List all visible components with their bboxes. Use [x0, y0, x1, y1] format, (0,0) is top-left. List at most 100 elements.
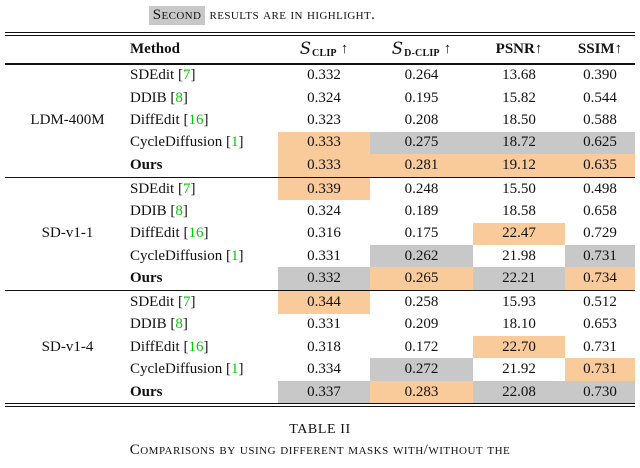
metric-cell: 0.653 [583, 316, 617, 333]
metric-cell: 0.275 [370, 131, 473, 155]
citation-link[interactable]: 7 [182, 180, 191, 197]
citation-link[interactable]: 1 [230, 361, 239, 378]
metric-cell: 0.512 [583, 293, 617, 310]
metric-cell: 0.339 [278, 177, 370, 201]
method-cell: Ours [130, 381, 278, 403]
metric-cell: 0.324 [307, 89, 341, 106]
metric-cell: 0.498 [583, 180, 617, 197]
caption-highlight-word: Second [148, 6, 206, 25]
metric-cell: 15.82 [502, 89, 536, 106]
table-header-row: Method S CLIP ↑ S D-CLIP ↑ PSNR↑ SSIM↑ [5, 36, 635, 63]
citation-link[interactable]: 16 [188, 338, 204, 355]
method-name: SDEdit [130, 67, 175, 84]
metric-cell: 0.731 [565, 245, 635, 268]
column-header-metric: PSNR↑ [473, 36, 565, 63]
metric-cell: 22.70 [473, 336, 565, 359]
citation-link[interactable]: 16 [188, 112, 204, 129]
metric-cell: 0.730 [565, 380, 635, 404]
metric-cell: 0.258 [404, 293, 439, 310]
metric-cell: 18.50 [502, 112, 536, 129]
metric-cell: 21.92 [502, 361, 536, 378]
metric-cell: 0.189 [404, 203, 439, 219]
metric-cell: 0.625 [565, 131, 635, 155]
metric-cell: 0.344 [278, 291, 370, 314]
metric-cell: 0.544 [583, 89, 617, 106]
method-name: Ours [130, 270, 163, 287]
script-s-symbol: S [391, 39, 404, 59]
block-divider-rule [5, 289, 635, 292]
metric-cell: 0.262 [370, 245, 473, 268]
metric-cell: 0.324 [307, 203, 341, 219]
metric-cell: 22.21 [473, 267, 565, 290]
method-cell: DDIB [8] [130, 89, 188, 106]
metric-cell: 0.658 [583, 203, 617, 219]
metric-cell: 0.731 [565, 358, 635, 381]
metric-cell: 0.209 [404, 316, 439, 333]
method-cell: DDIB [8] [130, 316, 188, 333]
table-caption-top: Second results are in highlight. [0, 5, 640, 26]
metric-cell: 0.390 [583, 67, 617, 84]
metric-cell: 0.175 [404, 225, 439, 242]
metric-cell: 15.50 [502, 180, 536, 197]
caption-rest: results are in highlight. [209, 7, 376, 23]
metric-cell: 18.58 [502, 203, 536, 219]
metric-cell: 0.332 [307, 67, 341, 84]
method-name: DiffEdit [130, 225, 180, 242]
method-cell: Ours [130, 154, 278, 176]
citation-link[interactable]: 8 [175, 89, 183, 106]
metric-cell: 15.93 [502, 293, 536, 310]
results-table: Method S CLIP ↑ S D-CLIP ↑ PSNR↑ SSIM↑ LDM-400M… [5, 32, 635, 408]
method-cell: DiffEdit [16] [130, 225, 209, 242]
citation-link[interactable]: 7 [182, 293, 191, 310]
citation-link[interactable]: 1 [230, 134, 239, 151]
method-name: DDIB [130, 316, 167, 333]
metric-cell: 18.72 [473, 131, 565, 155]
metric-cell: 0.316 [307, 225, 341, 242]
metric-cell: 0.272 [370, 358, 473, 381]
metric-cell: 19.12 [473, 154, 565, 177]
metric-cell: 0.208 [404, 112, 439, 129]
citation-link[interactable]: 16 [188, 225, 204, 242]
table-block: LDM-400M SDEdit [7] 0.332 0.264 13.68 0.390 DD… [5, 65, 635, 177]
metric-cell: 13.68 [502, 67, 536, 84]
table-blocks: LDM-400M SDEdit [7] 0.332 0.264 13.68 0.390 DD… [5, 65, 635, 404]
method-name: DDIB [130, 203, 167, 219]
metric-cell: 0.283 [370, 380, 473, 404]
table-block: SD-v1-1 SDEdit [7] 0.339 0.248 15.50 0.498 DDI… [5, 177, 635, 290]
citation-link[interactable]: 8 [175, 203, 183, 219]
method-cell: CycleDiffusion [1] [130, 247, 244, 264]
column-header-method: Method [130, 41, 180, 58]
metric-cell: 0.333 [278, 154, 370, 177]
up-arrow-icon: ↑ [340, 41, 349, 58]
method-name: CycleDiffusion [130, 134, 223, 151]
column-header-metric: SSIM↑ [565, 36, 635, 63]
method-name: DiffEdit [130, 112, 180, 129]
citation-link[interactable]: 1 [230, 247, 239, 264]
method-cell: DDIB [8] [130, 203, 188, 219]
method-name: SDEdit [130, 180, 175, 197]
metric-cell: 22.08 [473, 380, 565, 404]
metric-label: PSNR↑ [495, 41, 543, 58]
table-number-label: TABLE II [289, 422, 351, 438]
metric-cell: 21.98 [502, 247, 536, 264]
citation-link[interactable]: 8 [175, 316, 183, 333]
metric-cell: 0.588 [583, 112, 617, 129]
metric-cell: 0.331 [307, 247, 341, 264]
group-label: LDM-400M [30, 112, 105, 129]
metric-cell: 0.172 [404, 338, 439, 355]
method-name: Ours [130, 156, 163, 173]
citation-link[interactable]: 7 [182, 67, 191, 84]
metric-cell: 0.264 [404, 67, 439, 84]
group-label: SD-v1-4 [41, 338, 94, 355]
metric-cell: 0.332 [278, 267, 370, 290]
header-divider-rule [5, 63, 635, 65]
metric-cell: 0.731 [583, 338, 617, 355]
metric-cell: 0.334 [307, 361, 341, 378]
metric-label: SSIM↑ [577, 41, 623, 58]
method-cell: CycleDiffusion [1] [130, 361, 244, 378]
table-block: SD-v1-4 SDEdit [7] 0.344 0.258 15.93 0.512 DDI… [5, 291, 635, 404]
column-header-metric: S CLIP ↑ [278, 36, 370, 63]
metric-cell: 18.10 [502, 316, 536, 333]
method-cell: SDEdit [7] [130, 293, 196, 310]
